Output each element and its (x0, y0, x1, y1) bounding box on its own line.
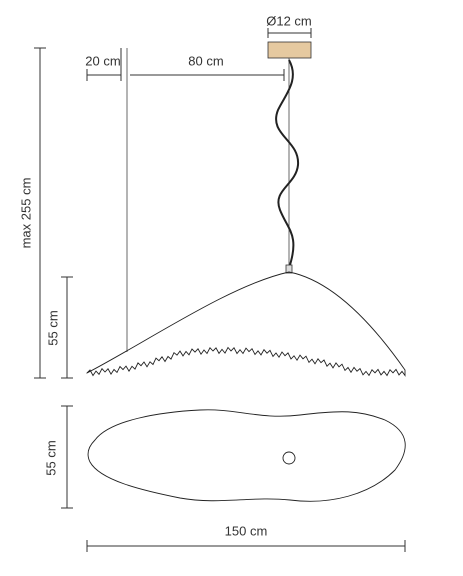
shade-side (86, 271, 406, 377)
max-height-label: max 255 cm (18, 178, 33, 249)
shade-height-label: 55 cm (45, 310, 60, 345)
shade-height-dimension (61, 276, 73, 379)
shade-fixing (285, 264, 293, 274)
offset-label: 20 cm (85, 53, 120, 68)
canopy-dimension (267, 28, 312, 38)
shade-depth-dimension (61, 405, 73, 509)
shade-hole (282, 451, 296, 465)
shade-width-dimension (86, 540, 406, 552)
offset-dimension (86, 48, 122, 81)
cable-offset-label: 80 cm (188, 53, 223, 68)
cable-offset-dimension (130, 69, 285, 81)
shade-width-label: 150 cm (225, 523, 268, 538)
cable (275, 59, 300, 269)
canopy-label: Ø12 cm (266, 13, 312, 28)
shade-depth-label: 55 cm (43, 440, 58, 475)
canopy (267, 41, 312, 59)
shade-top (87, 409, 406, 502)
max-height-dimension (34, 47, 46, 379)
